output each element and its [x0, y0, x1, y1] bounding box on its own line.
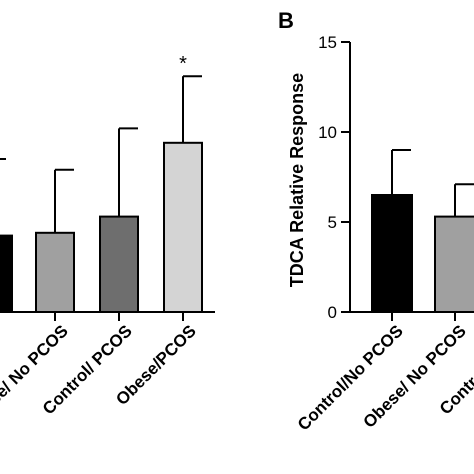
significance-marker-3: *: [179, 53, 187, 75]
panel-b-x-category-label-1: Control/No PCOS: [294, 321, 407, 434]
panel-b-bar-2: [434, 215, 474, 314]
x-category-label-1: Obese/ No PCOS: [0, 321, 72, 431]
panel-b-bar-1: [371, 194, 413, 313]
panel-b-chart: B TDCA Relative Response 0 5 10 15 Control/N…: [278, 8, 474, 434]
bar-2: [99, 215, 139, 314]
y-tick-label-5: 5: [328, 213, 337, 232]
panel-b-y-axis-title: TDCA Relative Response: [287, 73, 307, 287]
bar-1: [35, 231, 75, 313]
y-tick-label-0: 0: [328, 303, 337, 322]
bar-3: [163, 141, 203, 313]
bar-lead-partial: [0, 234, 13, 312]
panel-b-label: B: [278, 8, 294, 33]
y-tick-label-15: 15: [318, 33, 337, 52]
y-tick-label-10: 10: [318, 123, 337, 142]
